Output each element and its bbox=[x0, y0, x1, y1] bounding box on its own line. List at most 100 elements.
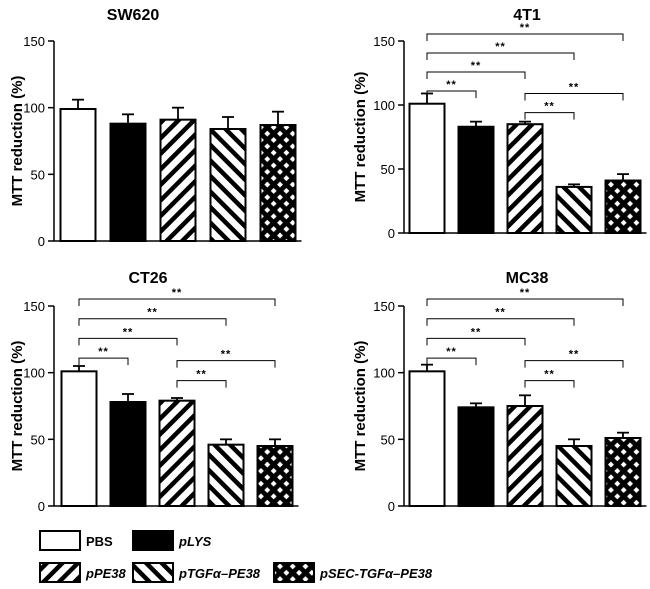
bar-pbs bbox=[60, 370, 98, 508]
significance-label: ** bbox=[520, 287, 531, 299]
bar-pbs bbox=[408, 102, 446, 234]
significance-bracket bbox=[426, 71, 526, 79]
bar-psec-tgfa-pe38 bbox=[604, 437, 642, 507]
significance-label: ** bbox=[147, 307, 158, 319]
legend-label-psec-tgfa-pe38: pSEC-TGFα–PE38 bbox=[319, 566, 433, 581]
panel-mc38: MC38 MTT reduction (%) 0 50 100 150 ** ** ** ** **… bbox=[352, 270, 647, 514]
legend-swatch-pbs bbox=[39, 530, 81, 551]
y-tick-label: 150 bbox=[373, 299, 395, 314]
y-tick-label: 150 bbox=[373, 34, 395, 49]
y-tick-label: 0 bbox=[388, 226, 395, 241]
legend-item-plys: pLYS bbox=[132, 530, 212, 551]
y-tick-label: 150 bbox=[23, 34, 45, 49]
bar-pbs bbox=[59, 108, 97, 242]
legend-label-pbs: PBS bbox=[86, 534, 113, 549]
significance-label: ** bbox=[221, 349, 232, 361]
legend-label-plys: pLYS bbox=[178, 534, 212, 549]
bar-psec-tgfa-pe38 bbox=[256, 445, 294, 507]
bar-ppe38 bbox=[506, 405, 544, 507]
significance-label: ** bbox=[544, 369, 555, 381]
bar-pbs bbox=[408, 370, 446, 508]
bar-plys bbox=[457, 125, 495, 234]
bar-psec-tgfa-pe38 bbox=[604, 179, 642, 235]
y-axis-label: MTT reduction (%) bbox=[9, 76, 26, 207]
legend-item-ptgfa-pe38: pTGFα–PE38 bbox=[132, 562, 261, 583]
significance-bracket bbox=[78, 357, 129, 366]
significance-label: ** bbox=[569, 349, 580, 361]
significance-bracket bbox=[524, 360, 624, 368]
significance-bracket bbox=[426, 337, 526, 346]
significance-bracket bbox=[524, 92, 624, 101]
significance-bracket bbox=[426, 33, 624, 41]
significance-bracket bbox=[78, 318, 227, 326]
y-tick-label: 0 bbox=[388, 499, 395, 514]
legend-item-ppe38: pPE38 bbox=[39, 562, 127, 583]
significance-bracket bbox=[176, 380, 227, 388]
significance-label: ** bbox=[495, 307, 506, 319]
legend-swatch-plys bbox=[132, 530, 174, 551]
y-axis-label: MTT reduction (%) bbox=[352, 341, 369, 472]
y-tick-label: 100 bbox=[23, 101, 45, 116]
y-axis-label: MTT reduction (%) bbox=[352, 72, 369, 203]
bar-ppe38 bbox=[159, 118, 197, 242]
significance-bracket bbox=[524, 112, 575, 120]
significance-bracket bbox=[524, 380, 575, 388]
legend-swatch-ptgfa-pe38 bbox=[132, 562, 174, 583]
significance-bracket bbox=[176, 360, 276, 368]
y-tick-label: 100 bbox=[373, 366, 395, 381]
chart-title: CT26 bbox=[128, 270, 167, 287]
y-tick-label: 50 bbox=[31, 167, 45, 182]
significance-label: ** bbox=[520, 22, 531, 34]
legend: PBS pLYS pPE38 pTGFα–PE38 pSEC-TGFα–PE38 bbox=[39, 530, 433, 583]
bar-plys bbox=[457, 406, 495, 508]
significance-bracket bbox=[426, 318, 575, 326]
significance-label: ** bbox=[495, 41, 506, 53]
y-tick-label: 50 bbox=[381, 162, 395, 177]
bar-plys bbox=[109, 401, 147, 507]
y-tick-label: 100 bbox=[373, 98, 395, 113]
significance-label: ** bbox=[196, 369, 207, 381]
legend-swatch-ppe38 bbox=[39, 562, 81, 583]
bar-ppe38 bbox=[158, 399, 196, 507]
significance-bracket bbox=[426, 298, 624, 306]
bar-plys bbox=[109, 122, 147, 242]
y-tick-label: 150 bbox=[23, 299, 45, 314]
legend-swatch-psec-tgfa-pe38 bbox=[273, 562, 315, 583]
bar-psec-tgfa-pe38 bbox=[259, 124, 297, 242]
bar-ptgfa-pe38 bbox=[209, 128, 247, 242]
panel-4t1: 4T1 MTT reduction (%) 0 50 100 150 ** ** ** ** ** *… bbox=[352, 7, 647, 241]
bar-ptgfa-pe38 bbox=[555, 445, 593, 507]
panel-ct26: CT26 MTT reduction (%) 0 50 100 150 ** ** ** ** **… bbox=[9, 270, 299, 514]
legend-item-pbs: PBS bbox=[39, 530, 113, 551]
y-tick-label: 50 bbox=[31, 432, 45, 447]
significance-bracket bbox=[426, 357, 477, 366]
significance-bracket bbox=[78, 337, 178, 346]
significance-label: ** bbox=[123, 326, 134, 338]
significance-label: ** bbox=[446, 79, 457, 91]
panel-sw620: SW620 MTT reduction (%) 0 50 100 150 bbox=[9, 7, 302, 249]
y-tick-label: 100 bbox=[23, 366, 45, 381]
chart-title: 4T1 bbox=[513, 7, 541, 24]
y-tick-label: 0 bbox=[38, 234, 45, 249]
bar-ptgfa-pe38 bbox=[207, 443, 245, 507]
bar-ptgfa-pe38 bbox=[555, 185, 593, 234]
significance-label: ** bbox=[172, 287, 183, 299]
legend-item-psec-tgfa-pe38: pSEC-TGFα–PE38 bbox=[273, 562, 433, 583]
legend-label-ppe38: pPE38 bbox=[85, 566, 127, 581]
significance-label: ** bbox=[471, 60, 482, 72]
significance-bracket bbox=[78, 298, 276, 306]
significance-label: ** bbox=[98, 346, 109, 358]
y-axis-label: MTT reduction (%) bbox=[9, 341, 26, 472]
significance-label: ** bbox=[569, 81, 580, 93]
legend-label-ptgfa-pe38: pTGFα–PE38 bbox=[178, 566, 261, 581]
significance-label: ** bbox=[471, 326, 482, 338]
significance-label: ** bbox=[446, 346, 457, 358]
y-tick-label: 0 bbox=[38, 499, 45, 514]
y-tick-label: 50 bbox=[381, 432, 395, 447]
chart-title: MC38 bbox=[506, 270, 549, 287]
chart-title: SW620 bbox=[107, 7, 160, 24]
significance-bracket bbox=[426, 52, 575, 60]
significance-bracket bbox=[426, 90, 477, 98]
bar-ppe38 bbox=[506, 123, 544, 234]
